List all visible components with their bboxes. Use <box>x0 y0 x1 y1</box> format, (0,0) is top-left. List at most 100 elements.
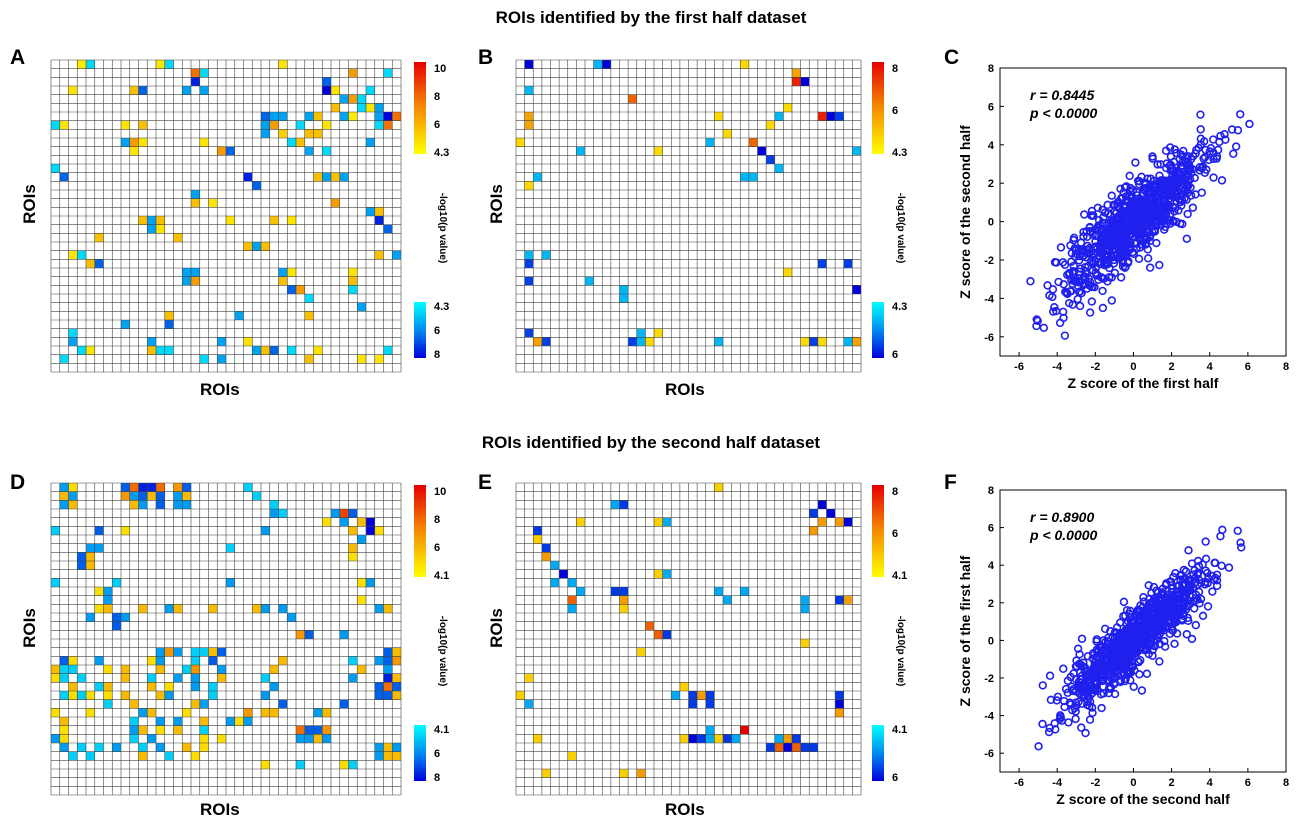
heatmap-cell <box>662 569 672 579</box>
scatter-point <box>1211 573 1220 583</box>
scatter-point <box>1137 686 1147 695</box>
scatter-point <box>1069 233 1079 243</box>
heatmap-cell <box>261 760 270 769</box>
heatmap-d-ylabel: ROIs <box>19 608 39 648</box>
heatmap-cell <box>86 751 95 761</box>
heatmap-cell <box>524 60 534 69</box>
heatmap-cell <box>226 543 235 553</box>
heatmap-cell <box>585 276 594 286</box>
scatter-point <box>1066 241 1075 250</box>
scatter-point <box>1130 239 1140 248</box>
scatter-point <box>1116 677 1125 687</box>
scatter-point <box>1176 575 1185 584</box>
heatmap-cell <box>304 725 314 735</box>
y-tick-label: -2 <box>984 673 994 685</box>
annotation-text: p < 0.0000 <box>1029 105 1098 121</box>
heatmap-cell <box>826 112 836 121</box>
scatter-point <box>1096 690 1106 699</box>
scatter-point <box>1217 176 1227 185</box>
scatter-point <box>1060 331 1070 340</box>
scatter-point <box>1091 256 1100 266</box>
heatmap-cell <box>835 699 844 709</box>
heatmap-cell <box>619 604 629 613</box>
heatmap-d <box>50 482 402 796</box>
heatmap-cell <box>226 717 235 726</box>
heatmap-cell <box>112 621 121 631</box>
scatter-point <box>1153 178 1163 187</box>
heatmap-cell <box>304 734 314 743</box>
heatmap-cell <box>331 103 340 112</box>
heatmap-cell <box>164 320 174 329</box>
heatmap-cell <box>121 138 130 147</box>
scatter-point <box>1174 194 1184 204</box>
heatmap-cell <box>541 250 551 260</box>
scatter-point <box>1098 286 1107 296</box>
heatmap-cell <box>261 673 270 683</box>
heatmap-cell <box>199 68 209 78</box>
colorbar-b: 8 6 4.3 4.3 6 -log10(p value) <box>872 62 907 361</box>
scatter-point <box>1053 692 1063 701</box>
heatmap-cell <box>199 717 209 726</box>
scatter-point <box>1198 611 1208 621</box>
scatter-point <box>1191 620 1201 630</box>
heatmap-cell <box>252 242 261 251</box>
heatmap-cell <box>269 509 279 518</box>
panel-letter-c: C <box>944 46 960 69</box>
y-tick-label: -4 <box>984 711 995 723</box>
scatter-point <box>1074 697 1083 706</box>
heatmap-cell <box>68 491 78 501</box>
scatter-point <box>1193 595 1202 604</box>
heatmap-cell <box>348 268 358 277</box>
scatter-point <box>1100 232 1109 241</box>
heatmap-cell <box>164 604 174 613</box>
heatmap-cell <box>147 673 156 683</box>
colorbar-tick: 4.1 <box>892 724 907 736</box>
scatter-point <box>1199 154 1208 163</box>
heatmap-cell <box>792 77 801 86</box>
scatter-point <box>1145 236 1155 246</box>
scatter-point <box>1093 203 1102 212</box>
heatmap-cell <box>304 354 314 364</box>
scatter-point <box>1085 715 1095 724</box>
scatter-point <box>1034 742 1043 751</box>
heatmap-cell <box>322 86 331 95</box>
scatter-point <box>1088 708 1097 718</box>
scatter-point <box>1058 258 1068 267</box>
heatmap-cell <box>757 146 767 156</box>
heatmap-cell <box>191 699 200 709</box>
heatmap-cell <box>261 120 270 130</box>
heatmap-cell <box>68 656 78 665</box>
heatmap-cell <box>602 60 611 69</box>
scatter-point <box>1183 152 1192 161</box>
scatter-point <box>1197 188 1207 197</box>
y-tick-label: 0 <box>988 217 994 229</box>
heatmap-cell <box>121 691 130 700</box>
heatmap-cell <box>304 630 314 639</box>
heatmap-cell <box>164 691 174 700</box>
heatmap-cell <box>313 708 323 717</box>
scatter-point <box>1190 604 1199 613</box>
heatmap-cell <box>392 673 401 683</box>
heatmap-cell <box>77 673 86 683</box>
scatter-point <box>1236 110 1245 119</box>
scatter-point <box>1143 254 1153 263</box>
scatter-point <box>1133 216 1142 226</box>
heatmap-cell <box>800 604 810 613</box>
heatmap-cell <box>374 656 384 665</box>
heatmap-cell <box>766 120 775 130</box>
heatmap-cell <box>619 769 629 778</box>
scatter-point <box>1080 272 1089 281</box>
heatmap-cell <box>164 751 174 761</box>
heatmap-cell <box>217 337 226 346</box>
heatmap-cell <box>348 656 358 665</box>
heatmap-cell <box>138 120 148 130</box>
heatmap-cell <box>533 337 542 346</box>
x-tick-label: 8 <box>1283 361 1289 373</box>
x-tick-label: 2 <box>1169 361 1175 373</box>
heatmap-cell <box>208 682 218 691</box>
colorbar-tick: 8 <box>434 349 440 361</box>
heatmap-cell <box>636 328 646 338</box>
heatmap-cell <box>269 500 279 509</box>
scatter-point <box>1087 282 1096 292</box>
heatmap-cell <box>261 346 270 355</box>
